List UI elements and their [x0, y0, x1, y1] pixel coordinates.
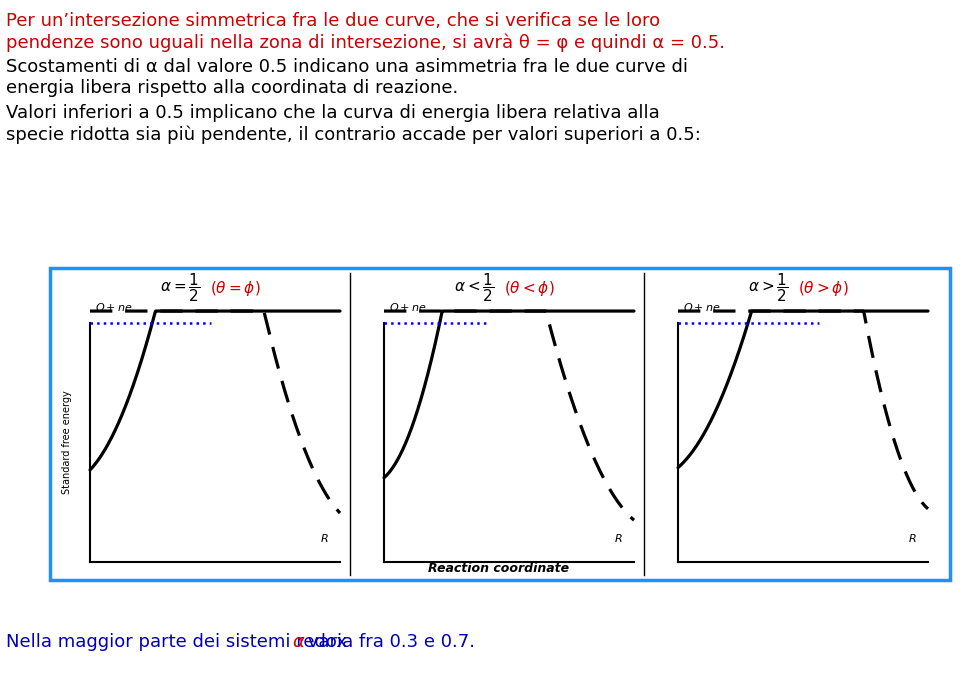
Text: $R$: $R$ — [320, 532, 328, 544]
Text: α: α — [293, 633, 304, 651]
Text: $R$: $R$ — [614, 532, 623, 544]
Text: $R$: $R$ — [908, 532, 917, 544]
Text: Standard free energy: Standard free energy — [62, 390, 72, 494]
Text: energia libera rispetto alla coordinata di reazione.: energia libera rispetto alla coordinata … — [6, 79, 458, 97]
Text: $O + ne$: $O + ne$ — [389, 301, 427, 313]
Text: specie ridotta sia più pendente, il contrario accade per valori superiori a 0.5:: specie ridotta sia più pendente, il cont… — [6, 125, 701, 143]
Text: $(\theta = \phi)$: $(\theta = \phi)$ — [210, 279, 260, 298]
Text: Scostamenti di α dal valore 0.5 indicano una asimmetria fra le due curve di: Scostamenti di α dal valore 0.5 indicano… — [6, 58, 688, 76]
Text: Per un’intersezione simmetrica fra le due curve, che si verifica se le loro: Per un’intersezione simmetrica fra le du… — [6, 12, 660, 30]
Text: $\alpha = \dfrac{1}{2}$: $\alpha = \dfrac{1}{2}$ — [159, 271, 200, 305]
Text: $(\theta > \phi)$: $(\theta > \phi)$ — [798, 279, 849, 298]
Text: $\alpha > \dfrac{1}{2}$: $\alpha > \dfrac{1}{2}$ — [748, 271, 788, 305]
Text: Valori inferiori a 0.5 implicano che la curva di energia libera relativa alla: Valori inferiori a 0.5 implicano che la … — [6, 104, 660, 122]
Bar — [50, 268, 950, 580]
Text: $O + ne$: $O + ne$ — [95, 301, 132, 313]
Text: $(\theta < \phi)$: $(\theta < \phi)$ — [504, 279, 555, 298]
Text: $\alpha < \dfrac{1}{2}$: $\alpha < \dfrac{1}{2}$ — [453, 271, 494, 305]
Text: $O + ne$: $O + ne$ — [683, 301, 721, 313]
Text: Nella maggior parte dei sistemi redox: Nella maggior parte dei sistemi redox — [6, 633, 352, 651]
Text: pendenze sono uguali nella zona di intersezione, si avrà θ = φ e quindi α = 0.5.: pendenze sono uguali nella zona di inter… — [6, 33, 725, 52]
Text: Reaction coordinate: Reaction coordinate — [428, 562, 569, 575]
Text: varia fra 0.3 e 0.7.: varia fra 0.3 e 0.7. — [301, 633, 475, 651]
